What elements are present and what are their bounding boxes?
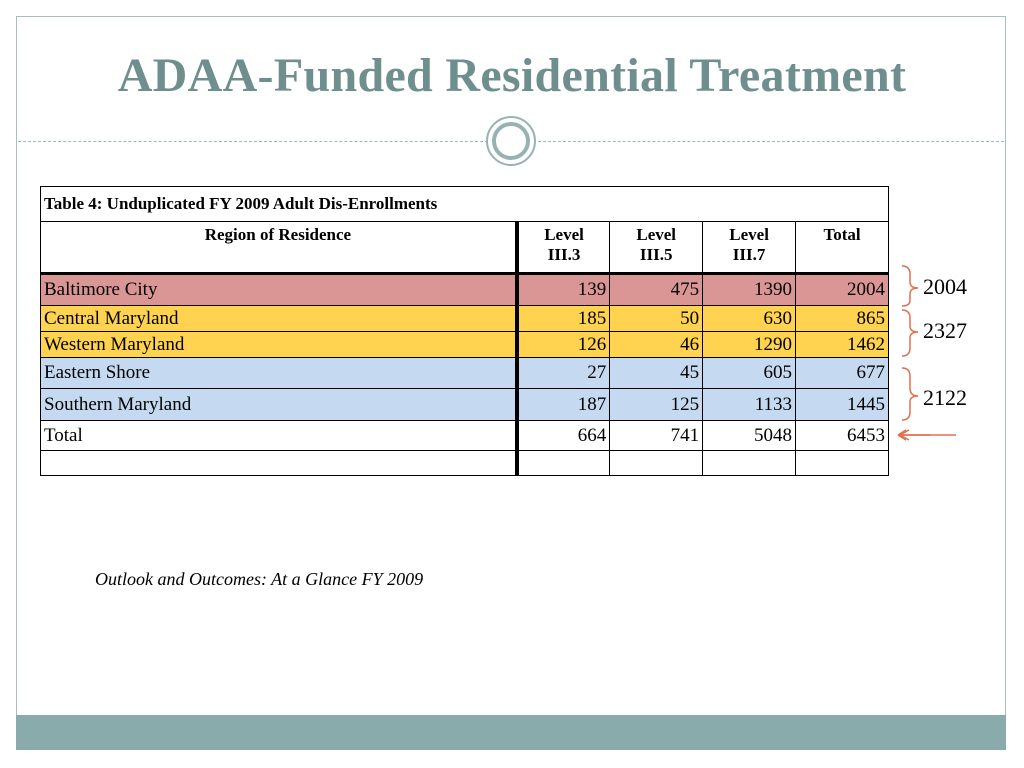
cell-region: Baltimore City [39,273,519,306]
cell-level-iii-7: 1390 [702,273,797,306]
cell-level-iii-3: 185 [516,305,611,332]
table-row: Central Maryland 185 50 630 865 [39,305,889,332]
divider-right [538,141,1004,142]
cell-empty [609,450,704,476]
annotation-group1: 2004 [923,274,967,299]
cell-level-iii-3: 664 [516,420,611,451]
cell-total: 677 [795,357,889,389]
brace-icon-group1 [901,265,919,307]
cell-level-iii-5: 46 [609,331,704,358]
cell-region: Eastern Shore [39,357,519,389]
cell-region: Central Maryland [39,305,519,332]
cell-level-iii-3: 27 [516,357,611,389]
cell-level-iii-7: 5048 [702,420,797,451]
table-total-row: Total 664 741 5048 6453 [39,420,889,451]
cell-region: Southern Maryland [39,388,519,421]
table-caption: Table 4: Unduplicated FY 2009 Adult Dis-… [40,186,889,222]
annotation-braces-svg [897,265,930,441]
brace-icon-group2 [901,309,919,357]
table-caption-row: Table 4: Unduplicated FY 2009 Adult Dis-… [40,186,889,222]
cell-level-iii-7: 605 [702,357,797,389]
cell-level-iii-5: 50 [609,305,704,332]
cell-region: Total [39,420,519,451]
cell-level-iii-5: 741 [609,420,704,451]
cell-level-iii-7: 1133 [702,388,797,421]
cell-total: 6453 [795,420,889,451]
slide-title: ADAA-Funded Residential Treatment [117,49,907,102]
table-row: Eastern Shore 27 45 605 677 [39,357,889,389]
annotation-group3: 2122 [923,385,967,410]
header-region: Region of Residence [39,221,519,275]
cell-empty [702,450,797,476]
divider-circle-inner [492,122,530,160]
cell-level-iii-5: 125 [609,388,704,421]
header-level-iii-5: Level III.5 [609,221,704,275]
header-level-iii-3: Level III.3 [516,221,611,275]
source-caption: Outlook and Outcomes: At a Glance FY 200… [95,569,424,589]
brace-icon-group3 [901,367,919,421]
table-header-row: Region of Residence Level III.3 Level III.… [39,221,889,275]
cell-region: Western Maryland [39,331,519,358]
header-total: Total [795,221,889,275]
cell-empty [795,450,889,476]
cell-level-iii-5: 475 [609,273,704,306]
cell-level-iii-7: 1290 [702,331,797,358]
cell-level-iii-3: 126 [516,331,611,358]
cell-total: 1462 [795,331,889,358]
arrow-icon [899,429,956,441]
footer-bar [16,715,1006,750]
annotation-group2: 2327 [923,318,967,343]
cell-level-iii-3: 139 [516,273,611,306]
cell-total: 865 [795,305,889,332]
cell-level-iii-5: 45 [609,357,704,389]
cell-empty [516,450,611,476]
cell-total: 1445 [795,388,889,421]
table-row: Baltimore City 139 475 1390 2004 [39,273,889,306]
table-empty-row [39,450,889,476]
cell-empty [39,450,519,476]
table-row: Western Maryland 126 46 1290 1462 [39,331,889,358]
cell-level-iii-3: 187 [516,388,611,421]
divider-left [18,141,488,142]
disenrollment-table: Table 4: Unduplicated FY 2009 Adult Dis-… [39,186,889,476]
cell-level-iii-7: 630 [702,305,797,332]
table-row: Southern Maryland 187 125 1133 1445 [39,388,889,421]
cell-total: 2004 [795,273,889,306]
header-level-iii-7: Level III.7 [702,221,797,275]
